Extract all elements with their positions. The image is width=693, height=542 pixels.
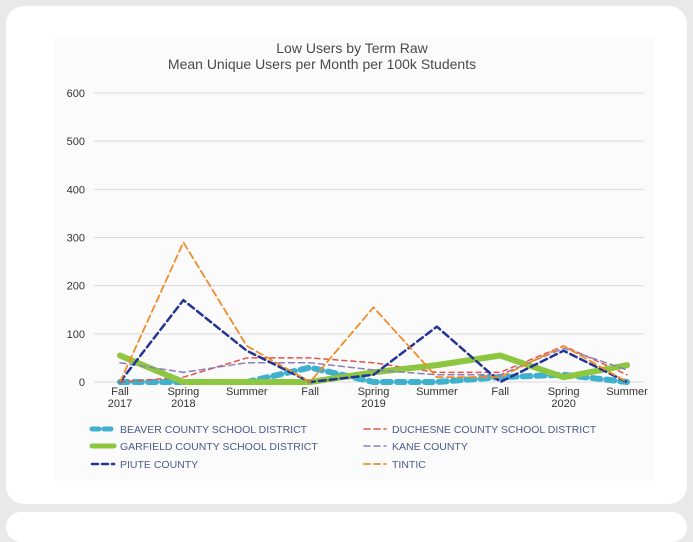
x-tick-label-2: Summer [226, 386, 268, 398]
legend-label-0: BEAVER COUNTY SCHOOL DISTRICT [120, 424, 308, 436]
series-line-2 [117, 352, 630, 385]
y-tick-label-400: 400 [67, 184, 85, 196]
y-tick-label-0: 0 [79, 377, 85, 389]
chart-subtitle: Mean Unique Users per Month per 100k Stu… [168, 56, 476, 72]
x-tick-label-3: Fall [301, 386, 319, 398]
gridlines [94, 92, 644, 383]
legend-label-5: TINTIC [392, 459, 426, 471]
legend-label-4: PIUTE COUNTY [120, 459, 198, 471]
x-tick-label-6: Fall [491, 386, 509, 398]
y-tick-label-300: 300 [67, 233, 85, 245]
series-line-5 [119, 241, 628, 383]
legend-label-2: GARFIELD COUNTY SCHOOL DISTRICT [120, 441, 318, 453]
x-tick-label-0: Fall 2017 [108, 386, 132, 410]
x-tick-label-5: Summer [416, 386, 458, 398]
x-axis-ticks: Fall 2017 Spring 2018 Summer Fall Spring 2019 Su… [108, 386, 648, 410]
x-tick-label-8: Summer [606, 386, 648, 398]
next-card [6, 512, 687, 542]
chart-area: 0 100 200 300 400 500 600 Fall 2017 Spring 2018 Su… [54, 36, 654, 481]
y-axis-ticks: 0 100 200 300 400 500 600 [67, 88, 85, 389]
chart-title: Low Users by Term Raw [276, 40, 428, 56]
legend-label-3: KANE COUNTY [392, 441, 468, 453]
line-chart: 0 100 200 300 400 500 600 Fall 2017 Spring 2018 Su… [67, 40, 648, 471]
legend-label-1: DUCHESNE COUNTY SCHOOL DISTRICT [392, 424, 597, 436]
x-tick-label-1: Spring 2018 [167, 386, 199, 410]
x-tick-label-7: Spring 2020 [548, 386, 580, 410]
series-line-4 [118, 298, 629, 384]
series-lines [117, 241, 630, 385]
x-tick-label-4: Spring 2019 [358, 386, 390, 410]
legend: BEAVER COUNTY SCHOOL DISTRICT DUCHESNE CO… [89, 424, 597, 471]
y-tick-label-200: 200 [67, 281, 85, 293]
series-line-3 [119, 347, 628, 376]
y-tick-label-100: 100 [67, 329, 85, 341]
chart-card: 0 100 200 300 400 500 600 Fall 2017 Spring 2018 Su… [6, 6, 687, 504]
y-tick-label-500: 500 [67, 136, 85, 148]
y-tick-label-600: 600 [67, 88, 85, 100]
series-line-1 [119, 345, 628, 383]
